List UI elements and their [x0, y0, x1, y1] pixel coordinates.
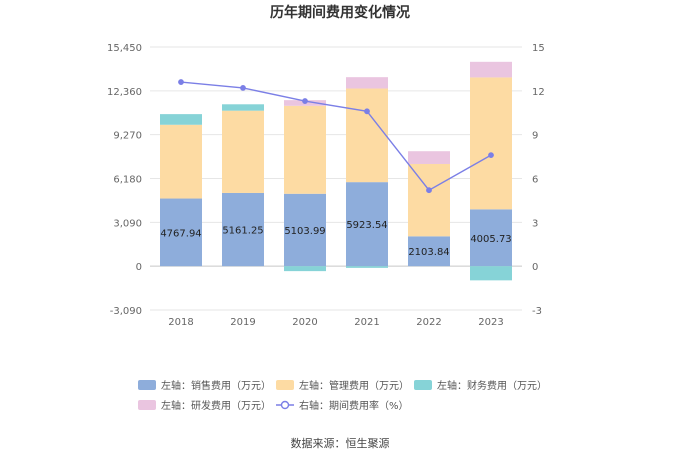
legend-swatch: [138, 400, 156, 410]
right-tick-label: 15: [532, 43, 545, 54]
bar-segment-2023-s3: [470, 61, 512, 78]
bar-data-label: 5923.54: [346, 220, 387, 231]
x-tick-label: 2022: [416, 317, 441, 328]
bar-segment-2021-s1: [346, 88, 388, 183]
bar-data-label: 4767.94: [160, 228, 201, 239]
x-tick-label: 2020: [292, 317, 317, 328]
legend-label: 左轴：研发费用（万元）: [161, 399, 271, 412]
right-tick-label: 9: [532, 131, 538, 142]
bar-segment-2019-s0: [222, 192, 264, 267]
x-tick-label: 2019: [230, 317, 255, 328]
legend-marker-icon: [280, 400, 290, 410]
bar-segment-2018-s1: [160, 124, 202, 199]
left-tick-label: 0: [136, 262, 142, 273]
bar-segment-2020-s2: [284, 266, 326, 272]
right-axis: 15 12 9 6 3 0 -3: [532, 43, 545, 317]
x-tick-label: 2021: [354, 317, 379, 328]
legend-label: 左轴：财务费用（万元）: [437, 379, 547, 392]
x-axis: 2018 2019 2020 2021 2022 2023: [168, 317, 503, 328]
x-tick-label: 2018: [168, 317, 193, 328]
right-tick-label: 3: [532, 218, 538, 229]
legend-swatch: [276, 380, 294, 390]
rate-point-2022: [426, 187, 432, 194]
bar-segment-2019-s1: [222, 110, 264, 193]
legend-swatch: [138, 380, 156, 390]
left-tick-label: 6,180: [113, 175, 142, 186]
legend-item[interactable]: 左轴：财务费用（万元）: [414, 379, 547, 392]
bar-segment-2020-s1: [284, 105, 326, 194]
bar-segment-2018-s0: [160, 198, 202, 267]
left-tick-label: 12,360: [107, 87, 142, 98]
bar-segment-2021-s0: [346, 182, 388, 267]
bar-segment-2023-s0: [470, 209, 512, 267]
x-tick-label: 2023: [478, 317, 503, 328]
rate-line-path: [180, 81, 492, 192]
rate-point-2023: [488, 152, 494, 159]
right-tick-label: 12: [532, 87, 545, 98]
rate-point-2020: [302, 98, 308, 104]
bar-segment-2021-s2: [346, 266, 388, 268]
right-tick-label: -3: [532, 306, 542, 317]
rate-point-2021: [364, 108, 370, 115]
legend-item[interactable]: 左轴：研发费用（万元）: [138, 399, 271, 412]
rate-line: [178, 79, 494, 194]
bar-segment-2022-s0: [408, 236, 450, 267]
left-tick-label: -3,090: [110, 306, 142, 317]
rate-point-2018: [178, 79, 184, 85]
bar-data-label: 4005.73: [470, 234, 511, 245]
left-tick-label: 9,270: [113, 131, 142, 142]
bar-segment-2020-s0: [284, 193, 326, 267]
bar-segment-2021-s3: [346, 77, 388, 89]
legend-item[interactable]: 左轴：销售费用（万元）: [138, 379, 271, 392]
bar-segment-2022-s3: [408, 151, 450, 164]
chart-title: 历年期间费用变化情况: [270, 4, 410, 21]
source-note: 数据来源：恒生聚源: [291, 436, 390, 450]
legend-label: 右轴：期间费用率（%）: [299, 399, 409, 412]
bar-segment-2023-s2: [470, 266, 512, 281]
rate-point-2019: [240, 85, 246, 91]
bar-data-label: 2103.84: [408, 247, 449, 258]
bar-data-label: 5103.99: [284, 226, 325, 237]
bar-segment-2018-s2: [160, 114, 202, 125]
legend-swatch: [414, 380, 432, 390]
grid: [150, 46, 522, 311]
legend-item[interactable]: 左轴：管理费用（万元）: [276, 379, 409, 392]
left-axis: 15,450 12,360 9,270 6,180 3,090 0 -3,090: [107, 43, 142, 317]
bar-segment-2023-s1: [470, 77, 512, 210]
right-tick-label: 0: [532, 262, 538, 273]
bar-segment-2019-s2: [222, 104, 264, 111]
legend: 左轴：销售费用（万元） 左轴：管理费用（万元） 左轴：财务费用（万元） 左轴：研发费用…: [138, 379, 547, 412]
left-tick-label: 15,450: [107, 43, 142, 54]
bars: 4767.94 5161.25 5103.99 5923.54 2103.84 4005.…: [160, 61, 512, 281]
bar-segment-2022-s1: [408, 163, 450, 237]
right-tick-label: 6: [532, 175, 538, 186]
legend-item[interactable]: 右轴：期间费用率（%）: [276, 399, 409, 412]
left-tick-label: 3,090: [113, 218, 142, 229]
legend-label: 左轴：管理费用（万元）: [299, 379, 409, 392]
legend-label: 左轴：销售费用（万元）: [161, 379, 271, 392]
bar-data-label: 5161.25: [222, 226, 263, 237]
